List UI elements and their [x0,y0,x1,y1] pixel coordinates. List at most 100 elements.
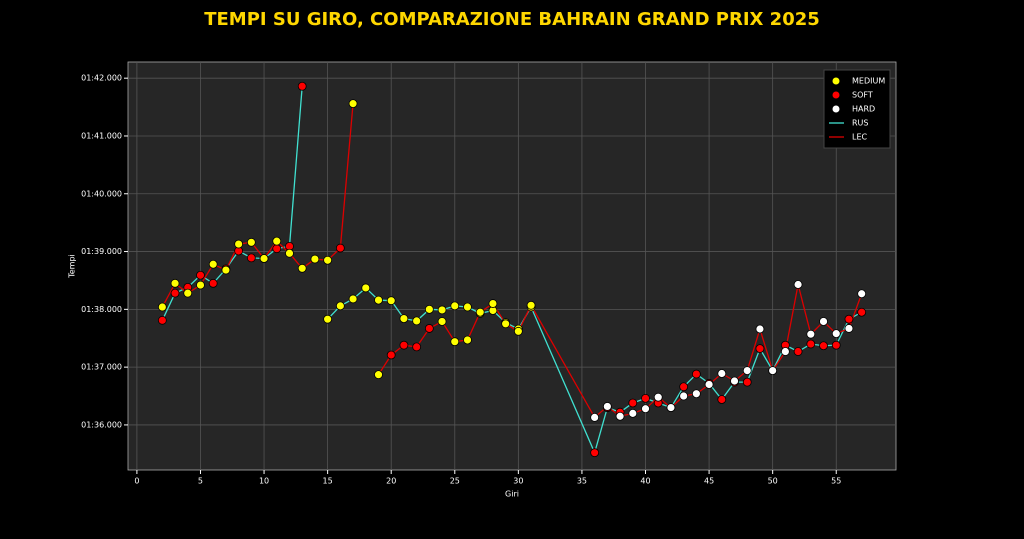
lap-marker [183,288,193,298]
x-tick-label: 20 [386,477,396,486]
lap-marker [475,307,485,317]
lap-marker [272,236,282,246]
lap-marker [412,342,422,352]
y-tick-label: 01:40.000 [81,189,122,198]
lap-marker [844,314,854,324]
legend-label: HARD [852,105,875,114]
lap-marker [246,237,256,247]
lap-marker [844,324,854,333]
lap-marker [755,344,765,354]
lap-marker [488,299,498,308]
lap-marker [717,369,727,378]
lap-marker [246,253,256,263]
lap-marker [348,99,358,109]
lap-marker [285,248,294,258]
y-tick-label: 01:42.000 [81,74,122,83]
lap-marker [602,402,612,411]
x-tick-label: 30 [513,477,523,486]
x-tick-label: 35 [577,477,587,486]
lap-marker [297,263,307,273]
lap-marker [641,404,650,414]
lap-marker [806,329,816,339]
lap-marker [361,283,371,293]
lap-marker [717,395,727,404]
lap-marker [323,314,333,324]
lap-marker [374,295,383,305]
lap-marker [691,369,701,379]
lap-marker [501,319,511,329]
legend-label: LEC [852,133,868,142]
x-tick-label: 5 [198,477,203,486]
legend-marker [832,91,840,99]
lap-marker [323,255,333,265]
lap-marker [196,280,205,290]
lap-marker [386,350,396,360]
lap-marker [335,301,345,311]
y-tick-label: 01:38.000 [81,305,122,314]
legend-label: MEDIUM [852,77,885,86]
lap-marker [831,340,841,350]
lap-marker [450,337,460,347]
lap-marker [297,81,307,91]
lap-marker [641,393,650,403]
x-tick-label: 40 [640,477,650,486]
x-tick-label: 0 [134,477,139,486]
lap-marker [399,340,409,350]
lap-marker [526,300,536,310]
legend-label: RUS [852,119,869,128]
lap-marker [590,413,600,422]
lap-marker [463,302,472,312]
lap-marker [819,317,828,326]
lap-marker [450,301,460,311]
lap-marker [272,244,282,254]
x-tick-label: 55 [831,477,841,486]
lap-marker [335,243,345,253]
lap-marker [768,366,778,376]
y-tick-label: 01:37.000 [81,363,122,372]
lap-marker [386,296,396,306]
chart-title: TEMPI SU GIRO, COMPARAZIONE BAHRAIN GRAN… [204,9,820,30]
lap-marker [374,370,383,380]
plot-area [127,61,897,471]
lap-marker [196,270,205,280]
lap-marker [730,376,739,386]
lap-marker [831,329,841,339]
lap-marker [424,304,434,314]
legend-marker [832,105,840,113]
lap-marker [513,326,523,336]
x-tick-label: 10 [259,477,269,486]
lap-marker [170,278,180,288]
lap-marker [310,254,320,264]
lap-marker [348,294,358,304]
lap-marker [221,265,231,275]
lap-marker [590,448,600,458]
lap-marker [259,254,269,263]
lap-marker [806,339,816,349]
y-tick-label: 01:41.000 [81,131,122,140]
legend-label: SOFT [852,91,873,100]
lap-marker [793,347,803,356]
lap-marker [857,289,867,299]
lap-marker [704,380,714,389]
lap-marker [628,408,638,418]
lap-marker [234,239,244,249]
lap-marker [437,305,447,315]
lap-marker [679,382,689,392]
x-axis-label: Giri [505,490,519,499]
lap-marker [463,335,472,345]
lap-marker [679,391,689,401]
lap-marker [742,377,752,387]
lap-marker [857,307,867,317]
lap-marker [437,317,447,326]
lap-marker [628,398,638,408]
y-tick-label: 01:36.000 [81,420,122,429]
lap-marker [755,324,765,334]
lap-marker [666,403,676,412]
lap-marker [653,392,663,402]
lap-marker [819,341,828,351]
lap-marker [170,288,180,298]
lap-marker [793,280,803,289]
lap-marker [399,314,409,323]
